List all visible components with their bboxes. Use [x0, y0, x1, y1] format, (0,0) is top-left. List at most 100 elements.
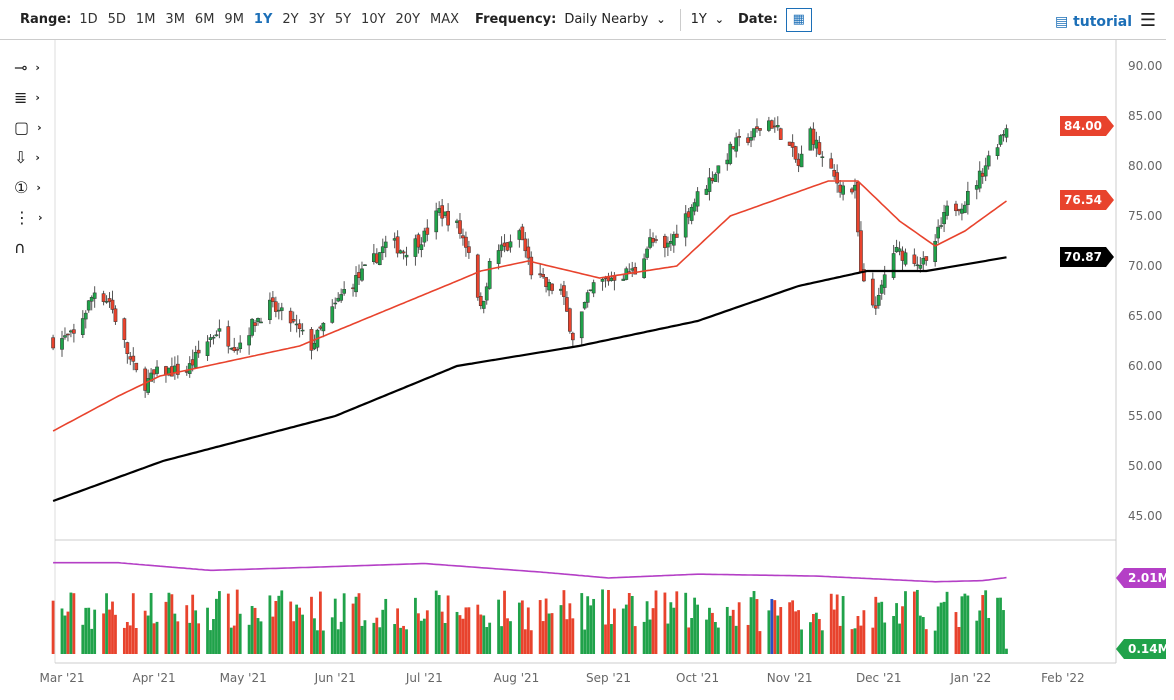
chevron-right-icon[interactable]: ›: [35, 60, 40, 74]
menu-icon[interactable]: ☰: [1139, 10, 1156, 31]
candle-body: [208, 337, 213, 340]
volume-bar: [330, 617, 334, 654]
volume-bar: [461, 618, 465, 654]
candle-body: [312, 343, 317, 350]
range-20y[interactable]: 20Y: [395, 12, 421, 27]
range-9m[interactable]: 9M: [224, 12, 244, 27]
volume-bar: [690, 617, 694, 654]
volume-bar: [247, 624, 251, 654]
range-10y[interactable]: 10Y: [361, 12, 386, 27]
candle-body: [671, 234, 676, 246]
range-3m[interactable]: 3M: [165, 12, 185, 27]
period-select[interactable]: 1Y: [690, 12, 707, 27]
chevron-right-icon[interactable]: ›: [35, 90, 40, 104]
candle-body: [579, 311, 584, 339]
candle-body: [238, 342, 243, 350]
candle-body: [205, 341, 210, 356]
volume-bar: [292, 621, 296, 654]
candle-body: [440, 205, 445, 219]
candle-body: [692, 202, 697, 212]
candle-body: [841, 185, 845, 195]
chevron-down-icon[interactable]: ⌄: [714, 13, 724, 26]
range-1d[interactable]: 1D: [79, 12, 98, 27]
candle-body: [256, 318, 260, 322]
volume-bar: [877, 602, 881, 654]
volume-bar: [381, 609, 385, 654]
volume-bar: [111, 601, 114, 654]
range-6m[interactable]: 6M: [194, 12, 215, 27]
volume-bar: [497, 599, 500, 654]
volume-bar: [206, 607, 209, 654]
chevron-right-icon[interactable]: ›: [37, 120, 42, 134]
date-tick-label: Dec '21: [856, 671, 902, 685]
volume-bar: [384, 598, 388, 654]
range-1m[interactable]: 1M: [135, 12, 156, 27]
ma50-value-tag: 76.54: [1064, 193, 1102, 207]
volume-bar: [746, 624, 750, 654]
frequency-select[interactable]: Daily Nearby: [564, 12, 649, 27]
range-1y[interactable]: 1Y: [253, 12, 273, 27]
volume-bar: [277, 595, 281, 654]
candle-body: [829, 158, 834, 169]
line-tool-button[interactable]: ⊸ ›: [0, 52, 54, 82]
volume-bar: [820, 630, 824, 654]
volume-bar: [939, 602, 943, 654]
calendar-icon[interactable]: ▦: [785, 7, 812, 32]
volume-bar: [850, 629, 854, 654]
volume-bar: [517, 602, 521, 654]
arrow-down-tool-button[interactable]: ⇩ ›: [0, 142, 54, 172]
range-5y[interactable]: 5Y: [334, 12, 352, 27]
measure-tool-button[interactable]: ⋮ ›: [0, 202, 54, 232]
volume-bar: [814, 612, 818, 654]
candle-body: [404, 254, 409, 258]
range-label: Range:: [20, 12, 72, 27]
candle-body: [876, 294, 881, 306]
chevron-right-icon[interactable]: ›: [35, 150, 40, 164]
range-3y[interactable]: 3Y: [308, 12, 325, 27]
candle-body: [247, 335, 251, 346]
candle-body: [253, 322, 257, 326]
candle-body: [897, 248, 902, 252]
volume-bar: [143, 610, 147, 654]
chevron-down-icon[interactable]: ⌄: [656, 13, 666, 26]
volume-bar: [904, 591, 907, 654]
rectangle-tool-button[interactable]: ▢ ›: [0, 112, 54, 142]
price-tick-label: 90.00: [1128, 59, 1162, 73]
range-max[interactable]: MAX: [430, 12, 460, 27]
candle-body: [184, 371, 189, 373]
ma50-value-tag-bg: [1060, 190, 1114, 210]
magnet-button[interactable]: ∩: [0, 232, 54, 262]
volume-last-tag: 0.14M: [1128, 642, 1170, 656]
volume-bar: [975, 620, 979, 654]
volume-bar: [978, 610, 982, 654]
candle-body: [912, 254, 917, 264]
candle-body: [416, 234, 421, 248]
numbered-marker-icon: ①: [14, 177, 29, 197]
range-2y[interactable]: 2Y: [282, 12, 299, 27]
ma50-line: [52, 180, 1007, 432]
chevron-right-icon[interactable]: ›: [36, 180, 41, 194]
volume-bar: [663, 592, 667, 654]
chevron-right-icon[interactable]: ›: [38, 210, 43, 224]
candle-body: [570, 332, 575, 341]
candle-body: [591, 282, 596, 294]
volume-bar: [856, 616, 860, 654]
volume-bar: [752, 591, 756, 654]
candle-body: [850, 188, 854, 193]
tutorial-link[interactable]: ▤ tutorial: [1055, 14, 1132, 30]
candle-body: [196, 349, 201, 354]
volume-bar: [467, 607, 471, 654]
volume-bar: [90, 628, 94, 654]
range-5d[interactable]: 5D: [107, 12, 126, 27]
candle-body: [383, 241, 388, 248]
candle-body: [963, 204, 967, 213]
volume-bar: [259, 621, 263, 654]
volume-bar: [624, 604, 628, 654]
volume-bar: [476, 604, 480, 654]
volume-bar: [580, 593, 584, 654]
fib-tool-button[interactable]: ≣ ›: [0, 82, 54, 112]
candle-body: [354, 275, 358, 293]
numbered-marker-button[interactable]: ① ›: [0, 172, 54, 202]
candle-body: [654, 239, 658, 241]
